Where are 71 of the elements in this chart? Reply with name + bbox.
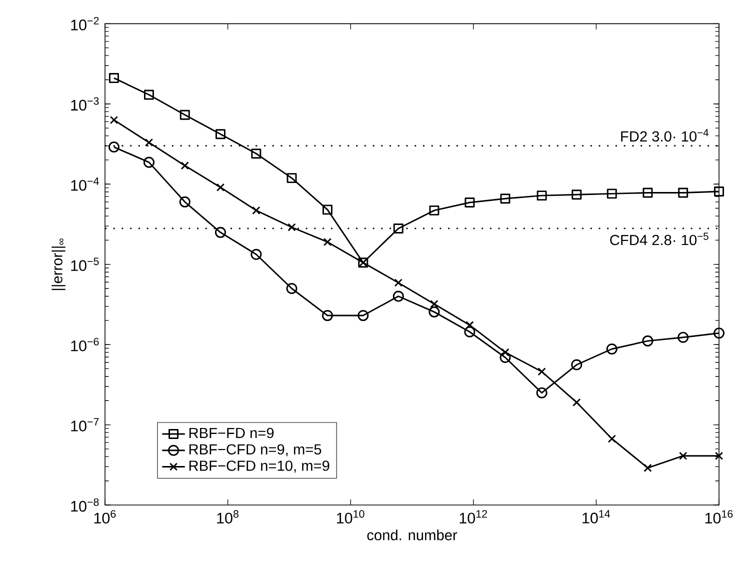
point xyxy=(143,156,154,168)
point xyxy=(286,282,298,294)
x-axis-title: cond. number xyxy=(367,530,458,540)
point xyxy=(428,306,440,318)
point xyxy=(536,190,547,201)
x-tick-label: 10$^{6}$ xyxy=(94,510,116,524)
point xyxy=(250,248,262,260)
point xyxy=(536,387,548,398)
y-tick-label: 10$^{−5}$ xyxy=(71,258,99,271)
point xyxy=(323,238,332,246)
point xyxy=(392,290,404,302)
point xyxy=(464,198,475,208)
point xyxy=(180,110,190,120)
point xyxy=(216,129,226,140)
point xyxy=(430,300,438,308)
y-axis-title: ||error||$_{∞}$ xyxy=(52,238,66,290)
legend-label: RBF−CFD n=10, m=9 xyxy=(189,460,330,473)
y-tick-label: 10$^{−7}$ xyxy=(71,418,99,432)
point xyxy=(464,326,476,338)
point xyxy=(572,190,582,200)
x-tick-label: 10$^{10}$ xyxy=(337,510,364,524)
point xyxy=(144,90,154,100)
point xyxy=(108,73,119,84)
ref-line-label: CFD4 2.8· 10$^{−5}$ xyxy=(610,232,708,246)
point xyxy=(572,398,581,407)
point xyxy=(500,352,511,364)
point xyxy=(500,194,510,204)
x-tick-label: 10$^{8}$ xyxy=(217,510,238,524)
point xyxy=(108,142,120,153)
legend-label: RBF−FD n=9 xyxy=(189,428,274,438)
point xyxy=(642,188,653,198)
point xyxy=(251,148,262,159)
x-tick-label: 10$^{12}$ xyxy=(460,510,487,524)
point xyxy=(714,186,724,196)
point xyxy=(144,138,154,147)
point xyxy=(606,188,617,199)
x-tick-label: 10$^{14}$ xyxy=(582,510,610,524)
y-tick-label: 10$^{−2}$ xyxy=(71,16,99,30)
point xyxy=(214,226,226,238)
point xyxy=(179,196,190,208)
point xyxy=(322,310,333,322)
point xyxy=(394,278,402,287)
point xyxy=(429,205,440,216)
point xyxy=(642,335,654,346)
point xyxy=(714,328,725,339)
point xyxy=(393,223,404,234)
y-tick-label: 10$^{−4}$ xyxy=(71,177,99,191)
point xyxy=(678,452,688,460)
x-tick-label: 10$^{16}$ xyxy=(705,510,733,524)
ref-line-label: FD2 3.0· 10$^{−4}$ xyxy=(621,129,708,142)
point xyxy=(180,162,189,170)
point xyxy=(678,188,688,198)
point xyxy=(358,310,369,322)
y-tick-label: 10$^{−8}$ xyxy=(71,498,99,512)
point xyxy=(644,464,652,472)
point xyxy=(678,332,689,343)
point xyxy=(322,204,332,215)
point xyxy=(288,223,296,232)
point xyxy=(608,434,616,443)
legend-label: RBF−CFD n=9, m=5 xyxy=(189,444,322,456)
point xyxy=(466,320,474,330)
point xyxy=(571,359,582,370)
point xyxy=(286,173,297,184)
y-tick-label: 10$^{−3}$ xyxy=(71,97,99,111)
point xyxy=(252,206,260,215)
y-tick-label: 10$^{−6}$ xyxy=(71,338,99,352)
point xyxy=(538,368,546,376)
point xyxy=(714,452,724,460)
point xyxy=(216,183,225,192)
point xyxy=(110,116,118,124)
point xyxy=(606,344,618,355)
